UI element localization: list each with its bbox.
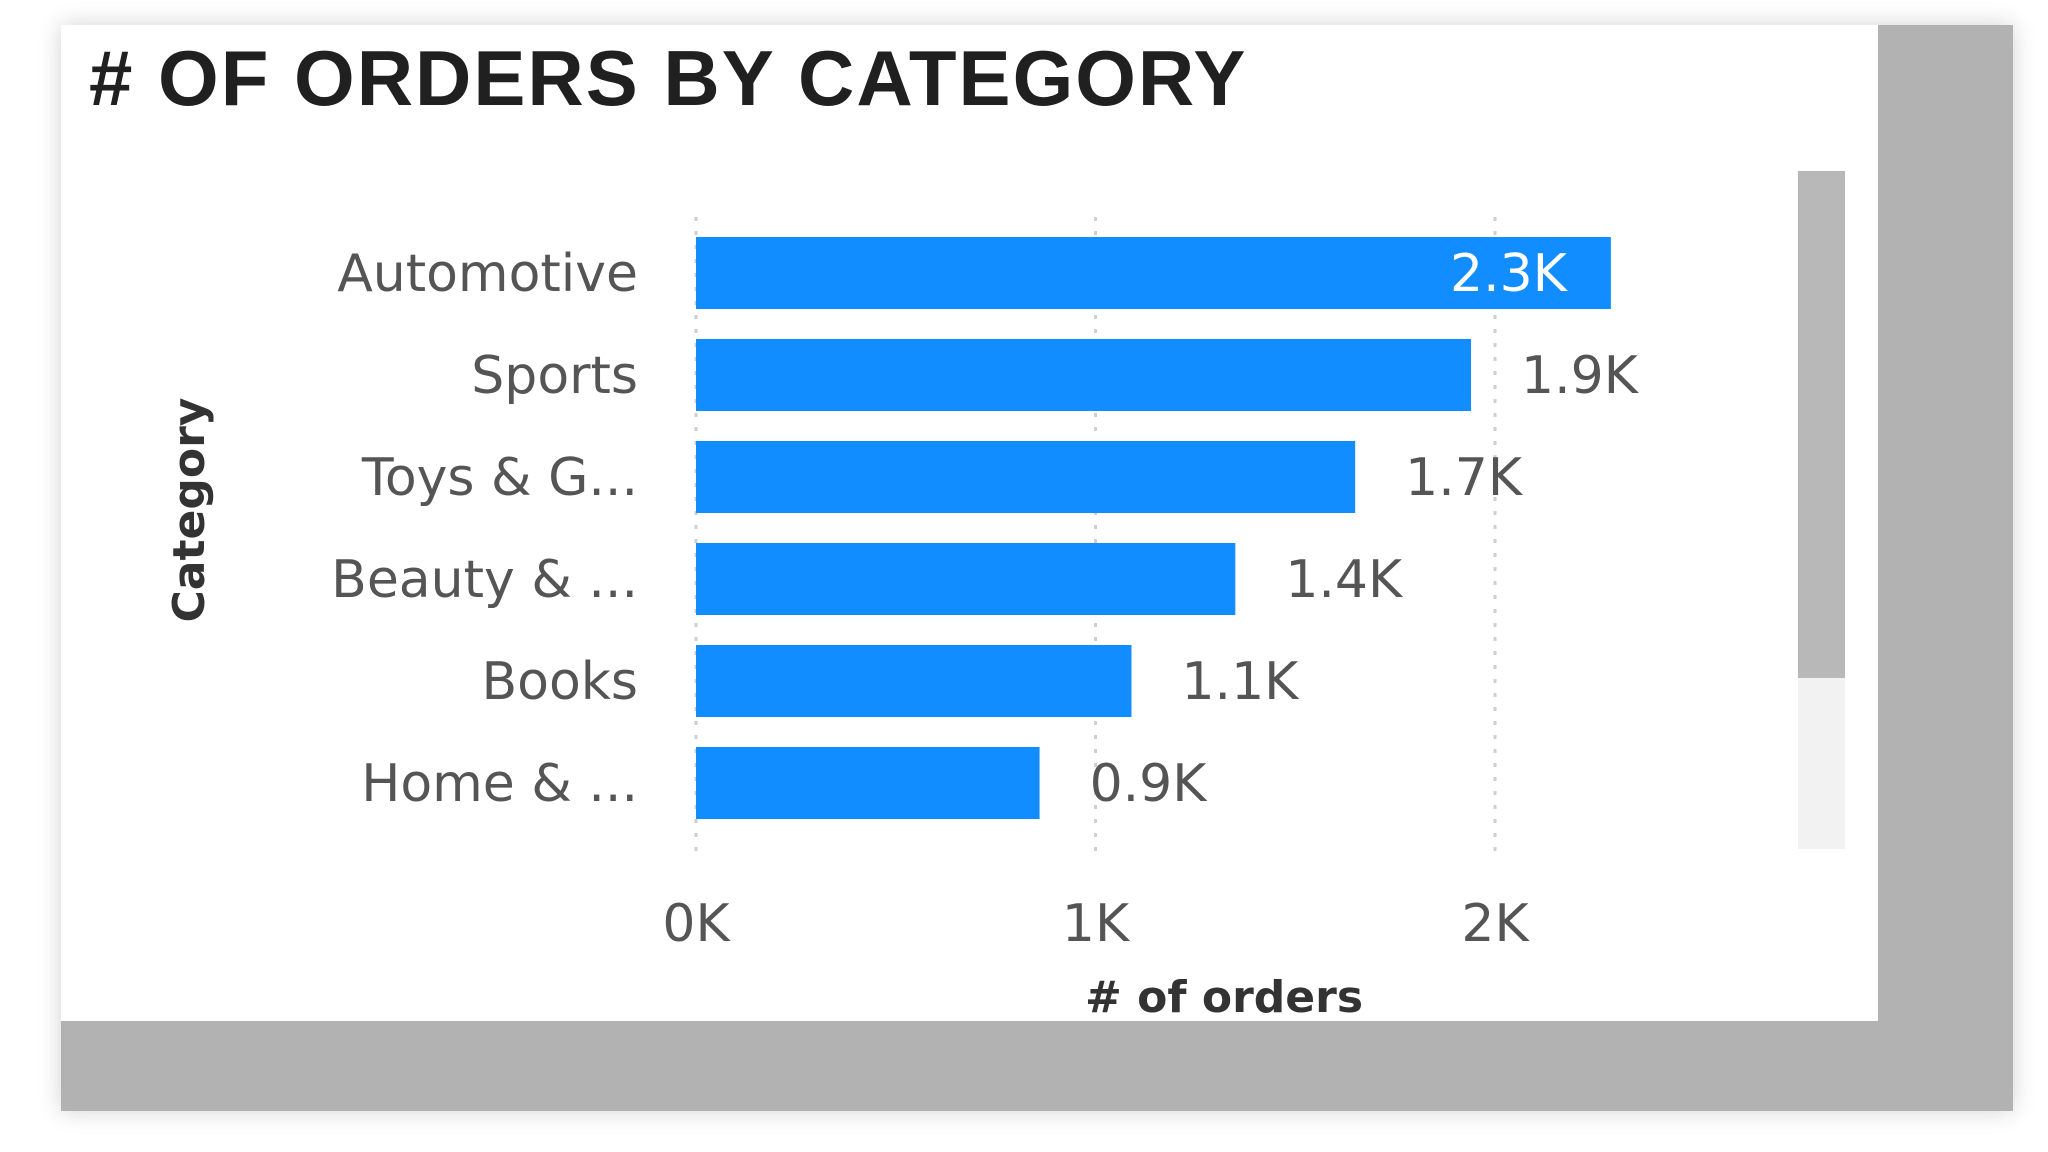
chart-title: # OF ORDERS BY CATEGORY [89, 34, 1248, 122]
bar-5 [696, 747, 1040, 819]
data-label-5: 0.9K [1090, 754, 1209, 814]
chart-card[interactable]: # OF ORDERS BY CATEGORY Automotive Sports… [61, 25, 1878, 1021]
data-label-0: 2.3K [1450, 244, 1569, 304]
category-label-3: Beauty & ... [331, 550, 638, 610]
category-labels: Automotive Sports Toys & G... Beauty & ... B… [331, 244, 638, 814]
x-tick-label-1: 1K [1062, 894, 1131, 954]
bars [696, 237, 1611, 819]
category-label-5: Home & ... [361, 754, 638, 814]
x-tick-label-2: 2K [1461, 894, 1530, 954]
category-label-0: Automotive [337, 244, 638, 304]
bar-3 [696, 543, 1236, 615]
bar-2 [696, 441, 1356, 513]
category-label-1: Sports [471, 346, 638, 406]
bar-4 [696, 645, 1132, 717]
data-label-1: 1.9K [1521, 346, 1640, 406]
bar-0 [696, 237, 1611, 309]
x-tick-labels: 0K 1K 2K [662, 894, 1530, 954]
visual-frame: # OF ORDERS BY CATEGORY Automotive Sports… [61, 25, 2013, 1111]
category-label-2: Toys & G... [361, 448, 638, 508]
y-axis-title: Category [164, 398, 215, 623]
data-labels: 2.3K 1.9K 1.7K1.4K 1.1K 0.9K [1090, 244, 1640, 814]
data-label-2: 1.7K [1405, 448, 1524, 508]
x-tick-label-0: 0K [662, 894, 731, 954]
scrollbar-thumb[interactable] [1798, 171, 1845, 678]
data-label-3: 1.4K [1285, 550, 1404, 610]
data-label-4: 1.1K [1181, 652, 1300, 712]
scrollbar-track[interactable] [1798, 171, 1845, 849]
bar-chart: Automotive Sports Toys & G... Beauty & ... B… [164, 217, 1640, 1021]
bar-1 [696, 339, 1472, 411]
category-label-4: Books [481, 652, 638, 712]
x-axis-title: # of orders [1085, 972, 1363, 1021]
